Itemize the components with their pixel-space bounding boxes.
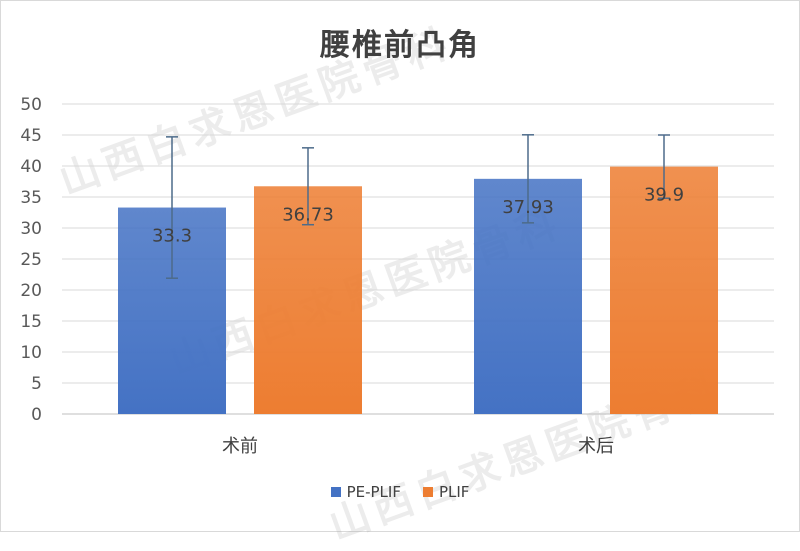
y-tick-label-10: 10 bbox=[20, 343, 42, 363]
legend-item-plif: PLIF bbox=[422, 483, 470, 501]
y-tick-label-45: 45 bbox=[20, 126, 42, 146]
chart-plot: 0 5 10 15 20 25 30 35 40 45 50 33.3 36.73 术前 37.93 39.9… bbox=[20, 95, 774, 457]
y-tick-label-50: 50 bbox=[20, 95, 42, 115]
x-category-label-1: 术后 bbox=[578, 436, 614, 457]
y-tick-label-35: 35 bbox=[20, 188, 42, 208]
chart-title: 腰椎前凸角 bbox=[320, 28, 480, 63]
legend-swatch-pe-plif bbox=[330, 487, 341, 497]
y-tick-label-5: 5 bbox=[31, 374, 42, 394]
y-tick-label-40: 40 bbox=[20, 157, 42, 177]
data-label-plif-1: 39.9 bbox=[644, 185, 684, 206]
y-tick-label-30: 30 bbox=[20, 219, 42, 239]
legend-swatch-plif bbox=[422, 487, 433, 497]
legend-item-pe-plif: PE-PLIF bbox=[330, 483, 401, 501]
data-label-pe-plif-1: 37.93 bbox=[502, 197, 554, 218]
data-label-pe-plif-0: 33.3 bbox=[152, 226, 192, 247]
chart-legend: PE-PLIF PLIF bbox=[0, 483, 800, 501]
legend-label-pe-plif: PE-PLIF bbox=[346, 483, 401, 501]
x-category-label-0: 术前 bbox=[222, 436, 258, 457]
data-label-plif-0: 36.73 bbox=[282, 204, 334, 225]
y-tick-label-20: 20 bbox=[20, 281, 42, 301]
y-tick-label-25: 25 bbox=[20, 250, 42, 270]
bar-plif-1 bbox=[610, 166, 718, 414]
legend-label-plif: PLIF bbox=[438, 483, 470, 501]
y-tick-label-15: 15 bbox=[20, 312, 42, 332]
y-tick-label-0: 0 bbox=[31, 405, 42, 425]
